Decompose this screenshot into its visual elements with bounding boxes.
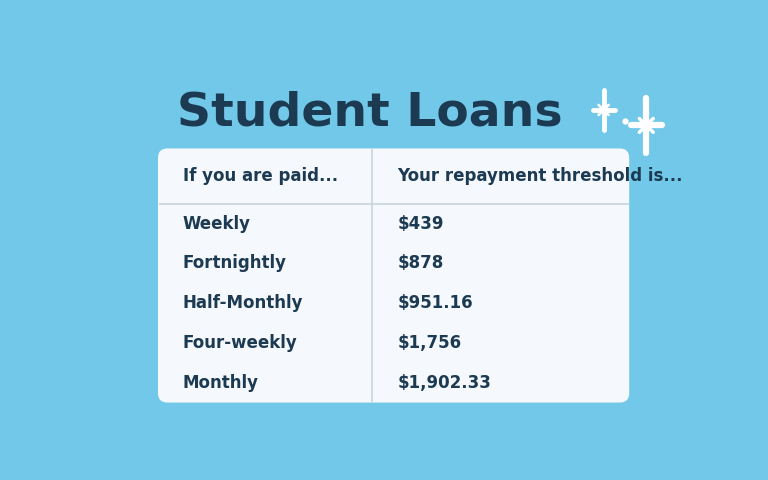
Text: $1,756: $1,756 bbox=[397, 334, 462, 352]
Text: Your repayment threshold is...: Your repayment threshold is... bbox=[397, 167, 683, 185]
Text: $878: $878 bbox=[397, 254, 443, 273]
Text: Weekly: Weekly bbox=[183, 215, 251, 233]
Text: Fortnightly: Fortnightly bbox=[183, 254, 286, 273]
Text: Monthly: Monthly bbox=[183, 374, 259, 392]
Text: Half-Monthly: Half-Monthly bbox=[183, 294, 303, 312]
FancyBboxPatch shape bbox=[158, 148, 629, 403]
Text: Four-weekly: Four-weekly bbox=[183, 334, 297, 352]
Text: If you are paid...: If you are paid... bbox=[183, 167, 338, 185]
Text: $1,902.33: $1,902.33 bbox=[397, 374, 491, 392]
Text: Student Loans: Student Loans bbox=[177, 91, 563, 135]
Text: $951.16: $951.16 bbox=[397, 294, 473, 312]
Text: $439: $439 bbox=[397, 215, 444, 233]
